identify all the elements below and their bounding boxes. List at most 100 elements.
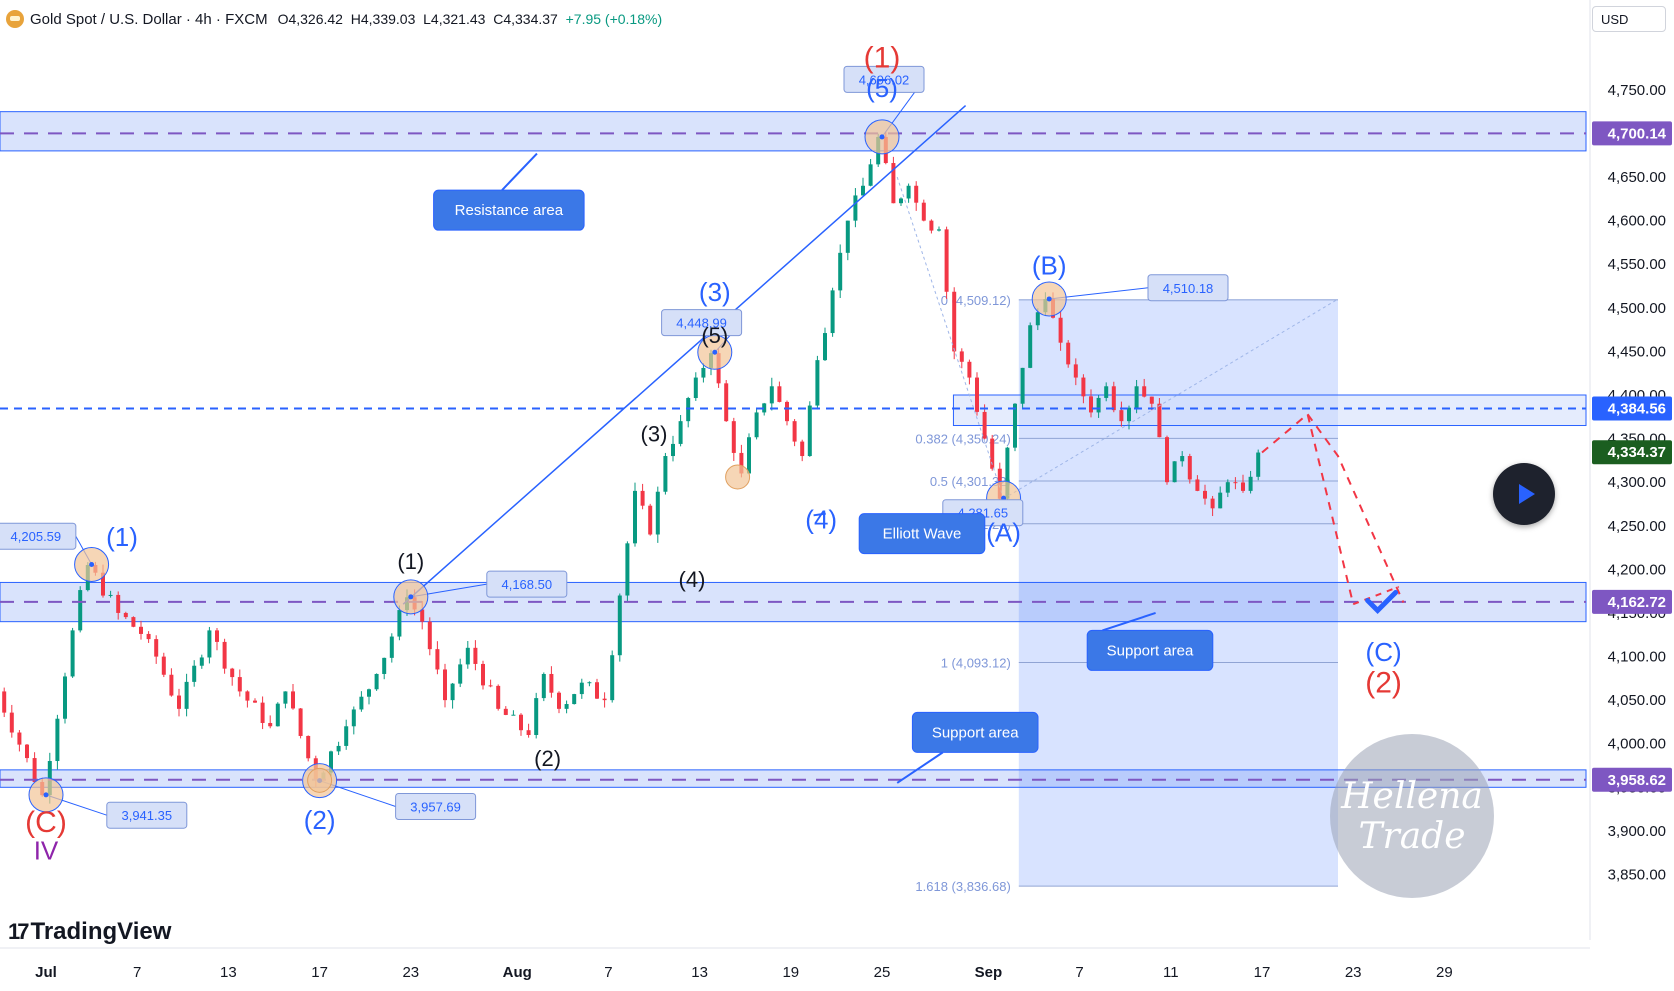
price-tick-label: 3,850.00 [1608, 866, 1666, 883]
callout-box [0, 522, 77, 550]
pivot-dot [879, 134, 885, 140]
time-tick-label: 23 [402, 964, 419, 981]
time-tick-label: 7 [604, 964, 612, 981]
candle-body [351, 709, 356, 727]
candle-body [663, 456, 668, 492]
annotation-text: Elliott Wave [883, 526, 962, 543]
wave-label: (5) [866, 73, 898, 103]
candle-body [640, 490, 645, 506]
candle-body [982, 411, 987, 439]
tradingview-logo[interactable]: 17 TradingView [8, 918, 171, 946]
pivot-dot [408, 594, 414, 600]
candle-body [1241, 482, 1245, 491]
candle-body [792, 421, 797, 442]
wave-label: (2) [534, 746, 561, 771]
pivot-marker [307, 767, 333, 793]
candle-body [17, 732, 22, 745]
candle-body [754, 412, 759, 438]
price-level-tag [1592, 440, 1672, 465]
candle-body [465, 647, 470, 665]
candle-body [777, 386, 782, 402]
candle-body [1028, 325, 1033, 368]
callout-price: 4,205.59 [11, 529, 62, 544]
callout-box [395, 792, 477, 820]
candle-body [845, 220, 850, 253]
candle-body [891, 163, 896, 204]
price-level-tag [1592, 589, 1672, 614]
callout-box [106, 801, 188, 829]
candle-body [192, 665, 197, 682]
callout-price: 4,168.50 [501, 577, 552, 592]
annotation-pointer [896, 751, 944, 784]
time-tick-label: 17 [1254, 964, 1271, 981]
candle-body [1142, 386, 1147, 397]
helper-line [1003, 298, 1339, 500]
candle-body [1089, 396, 1093, 413]
watermark-circle [1330, 734, 1494, 898]
candle-body [929, 220, 934, 231]
pivot-dot [89, 561, 95, 567]
candle-body [800, 441, 805, 457]
wave-label: (1) [864, 42, 901, 75]
candle-body [207, 630, 212, 658]
candle-body [534, 698, 539, 735]
price-tick-label: 4,000.00 [1608, 736, 1666, 753]
time-tick-label: 25 [874, 964, 891, 981]
sr-zone [0, 769, 1587, 788]
candle-body [564, 704, 569, 709]
candle-body [1073, 364, 1078, 378]
time-tick-label: 17 [311, 964, 328, 981]
symbol-title[interactable]: Gold Spot / U.S. Dollar · 4h · FXCM [30, 10, 268, 28]
helper-line [896, 176, 1005, 499]
candle-body [374, 673, 379, 690]
callout-box [486, 570, 568, 598]
candle-body [838, 252, 843, 291]
candle-body [1111, 386, 1116, 411]
annotation-box [911, 711, 1039, 753]
change-value: +7.95 (+0.18%) [565, 11, 663, 27]
price-tick-label: 4,550.00 [1608, 256, 1666, 273]
candle-body [655, 491, 660, 535]
candle-body [291, 691, 295, 709]
play-button[interactable] [1493, 463, 1555, 525]
candle-body [549, 673, 554, 693]
wave-label: (2) [1365, 667, 1402, 700]
annotation-text: Resistance area [455, 202, 564, 219]
candle-body [344, 726, 349, 746]
checkmark-icon [1365, 589, 1399, 615]
candle-body [1096, 397, 1101, 413]
pivot-marker [725, 464, 751, 490]
open-value: O4,326.42 [277, 11, 343, 27]
candle-body [678, 421, 683, 444]
fib-level-label: 1.618 (3,836.68) [915, 879, 1010, 894]
candle-body [671, 443, 675, 457]
price-tick-label: 4,500.00 [1608, 300, 1666, 317]
resistance-box [952, 394, 1587, 427]
candle-body [625, 543, 630, 596]
callout-price: 4,448.99 [676, 316, 727, 331]
candle-body [1195, 479, 1200, 491]
price-level-tag-text: 4,384.56 [1608, 400, 1666, 417]
annotation-text: Support area [1107, 642, 1194, 659]
price-axis-bg [1590, 0, 1674, 991]
currency-selector[interactable]: USD [1592, 6, 1666, 32]
candle-body [952, 291, 957, 352]
candle-body [1066, 342, 1071, 365]
price-level-tag-text: 4,700.14 [1608, 125, 1667, 142]
candle-body [617, 595, 622, 656]
candle-body [1180, 456, 1185, 462]
price-tick-label: 4,450.00 [1608, 343, 1666, 360]
time-tick-label: 7 [1075, 964, 1083, 981]
candle-body [101, 572, 105, 596]
candle-body [944, 229, 949, 292]
price-level-tag-text: 4,334.37 [1608, 444, 1666, 461]
candle-body [1134, 386, 1139, 408]
candle-body [9, 712, 14, 733]
candle-body [488, 685, 493, 687]
time-tick-label: 7 [133, 964, 141, 981]
high-value: H4,339.03 [350, 11, 416, 27]
wave-label: IV [34, 836, 59, 866]
candle-body [823, 333, 827, 361]
candle-body [420, 609, 425, 622]
